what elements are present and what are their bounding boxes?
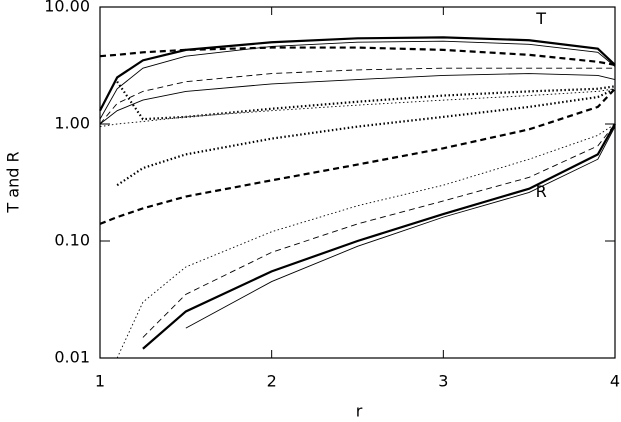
x-tick-label: 3 bbox=[438, 372, 448, 391]
line-series bbox=[99, 40, 616, 120]
x-tick-label: 2 bbox=[267, 372, 277, 391]
line-series bbox=[99, 67, 615, 125]
line-series bbox=[142, 123, 616, 350]
plot-frame bbox=[99, 6, 616, 359]
y-tick-label: 0.01 bbox=[54, 348, 90, 367]
x-tick-label: 4 bbox=[610, 372, 620, 391]
line-series bbox=[116, 81, 616, 121]
y-tick-label: 10.00 bbox=[44, 0, 90, 16]
line-series bbox=[99, 46, 616, 66]
line-series bbox=[99, 88, 616, 225]
annotation: R bbox=[536, 182, 547, 201]
line-series bbox=[142, 123, 616, 338]
x-axis-label: r bbox=[356, 402, 363, 421]
annotation: T bbox=[535, 9, 546, 28]
y-axis-label: T and R bbox=[4, 151, 23, 213]
x-tick-label: 1 bbox=[95, 372, 105, 391]
line-series bbox=[99, 36, 616, 112]
y-tick-label: 0.10 bbox=[54, 231, 90, 250]
line-series bbox=[99, 73, 616, 125]
line-series bbox=[116, 87, 616, 187]
line-series bbox=[99, 88, 616, 128]
line-series bbox=[185, 126, 616, 329]
y-tick-label: 1.00 bbox=[54, 114, 90, 133]
line-series bbox=[116, 123, 616, 359]
